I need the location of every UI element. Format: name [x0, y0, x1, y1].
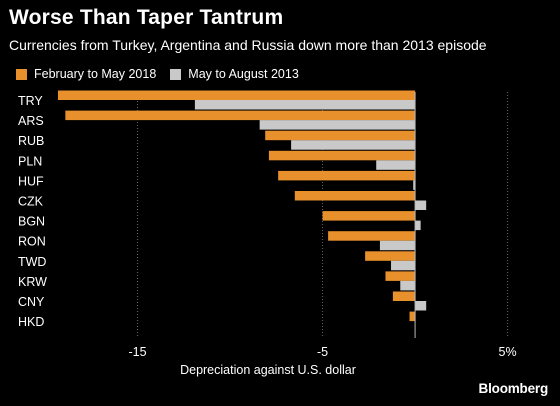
- category-label-bgn: BGN: [18, 215, 45, 229]
- legend-swatch-2013: [170, 68, 182, 80]
- bar-rub-2018: [265, 130, 416, 141]
- x-tick-label-2: 5%: [499, 345, 517, 359]
- category-label-rub: RUB: [18, 134, 44, 148]
- bar-krw-2018: [385, 271, 416, 281]
- x-axis-label: Depreciation against U.S. dollar: [0, 363, 560, 377]
- category-label-cny: CNY: [18, 295, 45, 309]
- bloomberg-logo: Bloomberg: [478, 381, 549, 396]
- bar-cny-2018: [392, 291, 416, 301]
- legend-label-2013: May to August 2013: [188, 67, 299, 81]
- category-label-ars: ARS: [18, 114, 44, 128]
- bar-pln-2018: [268, 150, 416, 161]
- x-axis-label-text: Depreciation against U.S. dollar: [180, 363, 356, 377]
- bar-bgn-2013: [415, 220, 421, 231]
- bar-pln-2013: [376, 160, 416, 170]
- chart-title: Worse Than Taper Tantrum: [9, 6, 284, 29]
- x-tick-label-0: -15: [128, 345, 146, 359]
- category-label-try: TRY: [18, 94, 43, 108]
- bar-cny-2013: [415, 301, 427, 311]
- chart-subtitle: Currencies from Turkey, Argentina and Ru…: [9, 37, 487, 53]
- legend-swatch-2018: [16, 68, 27, 80]
- bar-hkd-2018: [409, 311, 416, 322]
- bar-try-2018: [57, 90, 416, 100]
- bar-ron-2018: [328, 231, 416, 241]
- bar-rub-2013: [291, 140, 416, 150]
- bar-czk-2018: [294, 191, 416, 201]
- bar-huf-2018: [278, 170, 416, 181]
- bar-krw-2013: [400, 280, 416, 291]
- category-label-czk: CZK: [18, 195, 44, 209]
- category-label-ron: RON: [18, 235, 46, 249]
- category-label-twd: TWD: [18, 255, 46, 269]
- category-label-hkd: HKD: [18, 315, 44, 329]
- bar-ars-2018: [65, 110, 416, 121]
- legend: February to May 2018 May to August 2013: [16, 67, 313, 81]
- bar-bgn-2018: [322, 211, 416, 221]
- bar-twd-2013: [391, 260, 416, 271]
- bar-try-2013: [194, 100, 416, 110]
- x-tick-label-1: -5: [317, 345, 328, 359]
- bar-czk-2013: [415, 200, 427, 210]
- bar-ron-2013: [379, 240, 416, 251]
- legend-item-2013: May to August 2013: [170, 67, 299, 81]
- bar-ars-2013: [259, 120, 416, 130]
- bar-twd-2018: [365, 251, 416, 261]
- bar-huf-2013: [413, 180, 416, 190]
- category-label-huf: HUF: [18, 174, 44, 188]
- legend-item-2018: February to May 2018: [16, 67, 156, 81]
- category-label-pln: PLN: [18, 154, 42, 168]
- category-label-krw: KRW: [18, 275, 47, 289]
- legend-label-2018: February to May 2018: [34, 67, 157, 81]
